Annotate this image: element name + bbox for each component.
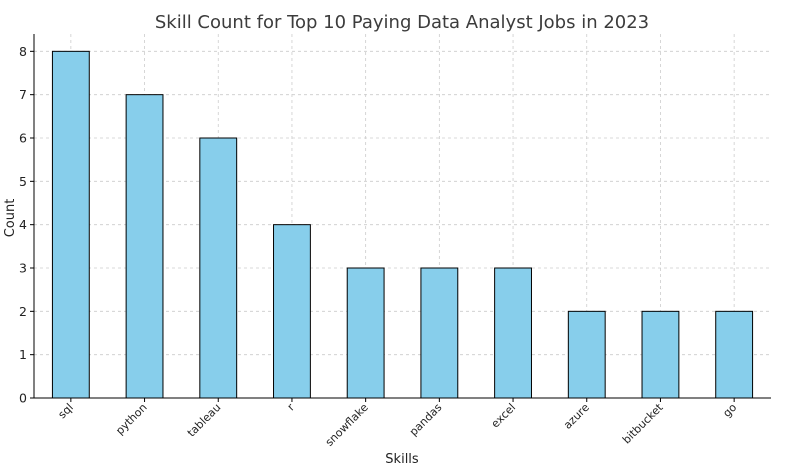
bar-excel	[494, 267, 532, 399]
x-axis-label: Skills	[385, 452, 419, 467]
x-tick-label-excel: excel	[489, 401, 519, 431]
x-tick-label-tableau: tableau	[185, 401, 224, 440]
y-tick-label: 6	[19, 131, 27, 146]
bar-bitbucket	[641, 310, 680, 399]
y-tick-label: 2	[19, 304, 27, 319]
x-gridlines	[70, 34, 735, 398]
y-tick-label: 3	[19, 261, 27, 276]
bar-snowflake	[346, 267, 385, 399]
x-tick-label-r: r	[285, 401, 298, 414]
bar-go	[715, 310, 754, 399]
x-tick-label-bitbucket: bitbucket	[620, 400, 666, 446]
chart-title: Skill Count for Top 10 Paying Data Analy…	[155, 12, 649, 33]
y-tick-label: 0	[19, 391, 27, 406]
y-tick-label: 1	[19, 347, 27, 362]
bar-tableau	[199, 137, 238, 399]
x-tick-label-python: python	[113, 401, 149, 437]
y-tick-label: 4	[19, 217, 27, 232]
x-tick-label-sql: sql	[56, 401, 76, 421]
x-tick-labels: sql python tableau r snowflake pandas excel azu…	[56, 398, 739, 449]
bar-python	[125, 94, 164, 399]
y-tick-labels: 0 1 2 3 4 5 6 7 8	[19, 44, 34, 406]
x-tick-label-azure: azure	[561, 401, 592, 432]
y-tick-label: 8	[19, 44, 27, 59]
y-axis-label: Count	[3, 199, 18, 238]
y-tick-label: 7	[19, 87, 27, 102]
bars	[51, 50, 754, 399]
bar-pandas	[420, 267, 459, 399]
x-tick-label-go: go	[720, 401, 739, 420]
x-tick-label-snowflake: snowflake	[323, 401, 371, 449]
bar-r	[273, 224, 311, 399]
x-tick-label-pandas: pandas	[407, 401, 445, 439]
bar-azure	[567, 310, 606, 399]
y-tick-label: 5	[19, 174, 27, 189]
bar-sql	[51, 50, 90, 399]
